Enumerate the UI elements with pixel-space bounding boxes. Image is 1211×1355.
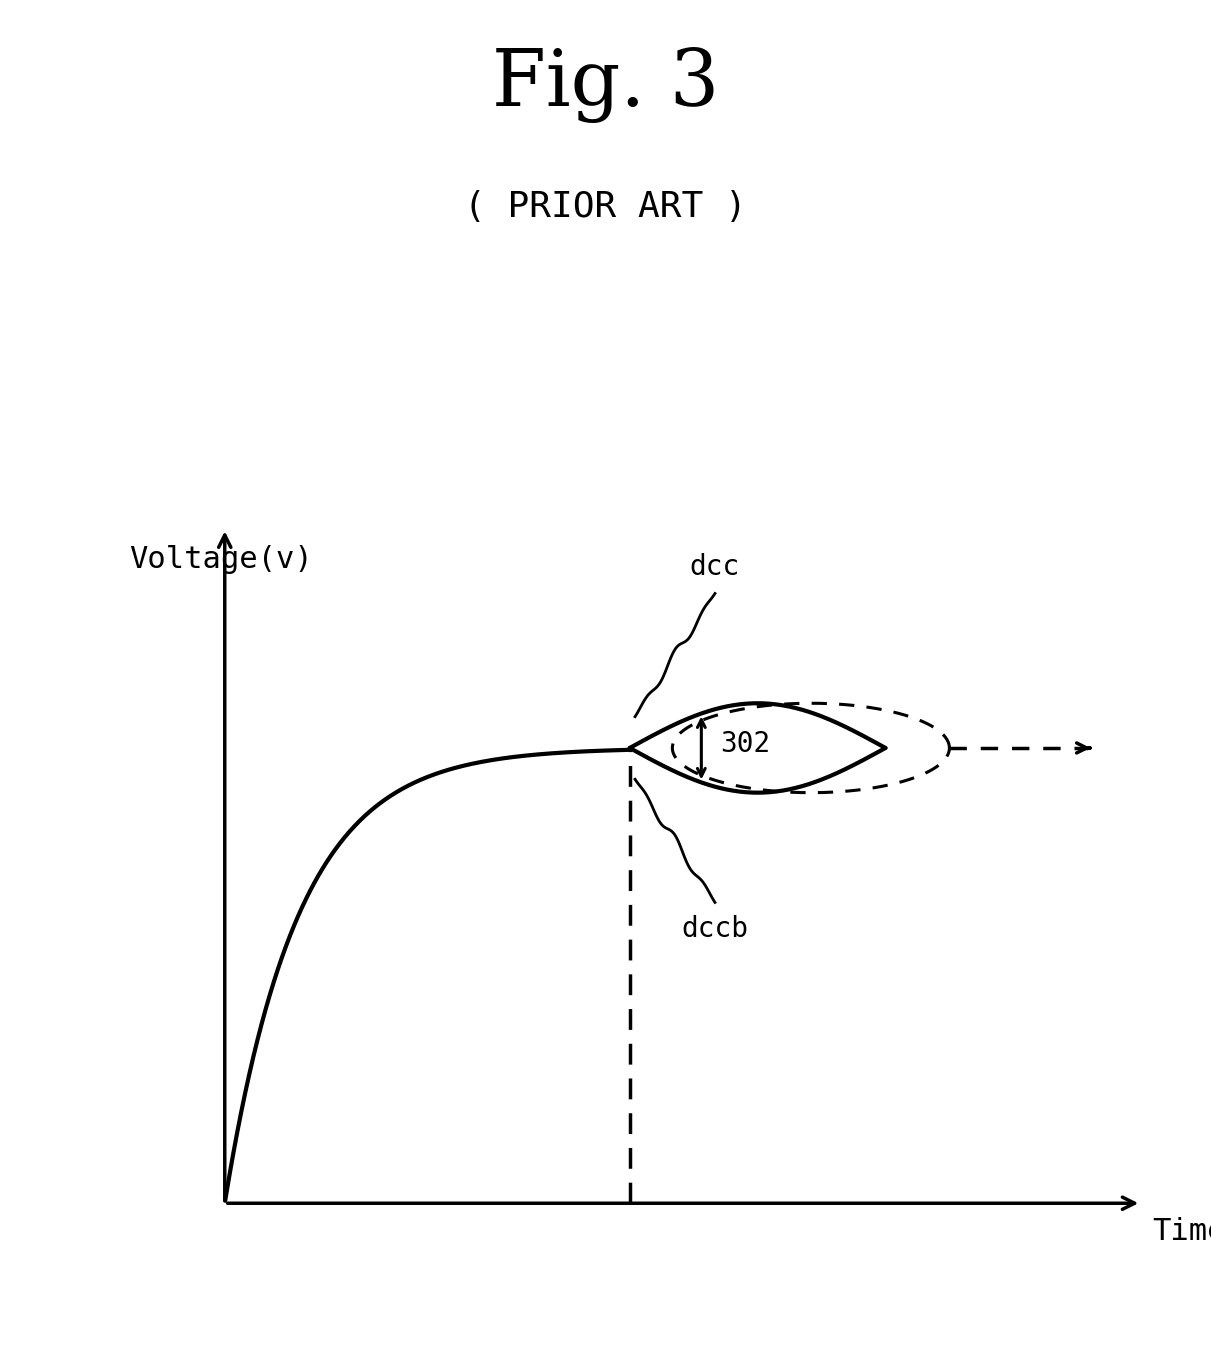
Text: ( PRIOR ART ): ( PRIOR ART ) [464,190,747,224]
Text: Voltage(v): Voltage(v) [128,545,312,573]
Text: Time(sec): Time(sec) [1152,1217,1211,1247]
Text: 302: 302 [721,730,770,757]
Text: dcc: dcc [690,553,740,581]
Text: Fig. 3: Fig. 3 [492,47,719,123]
Text: dccb: dccb [682,915,748,943]
